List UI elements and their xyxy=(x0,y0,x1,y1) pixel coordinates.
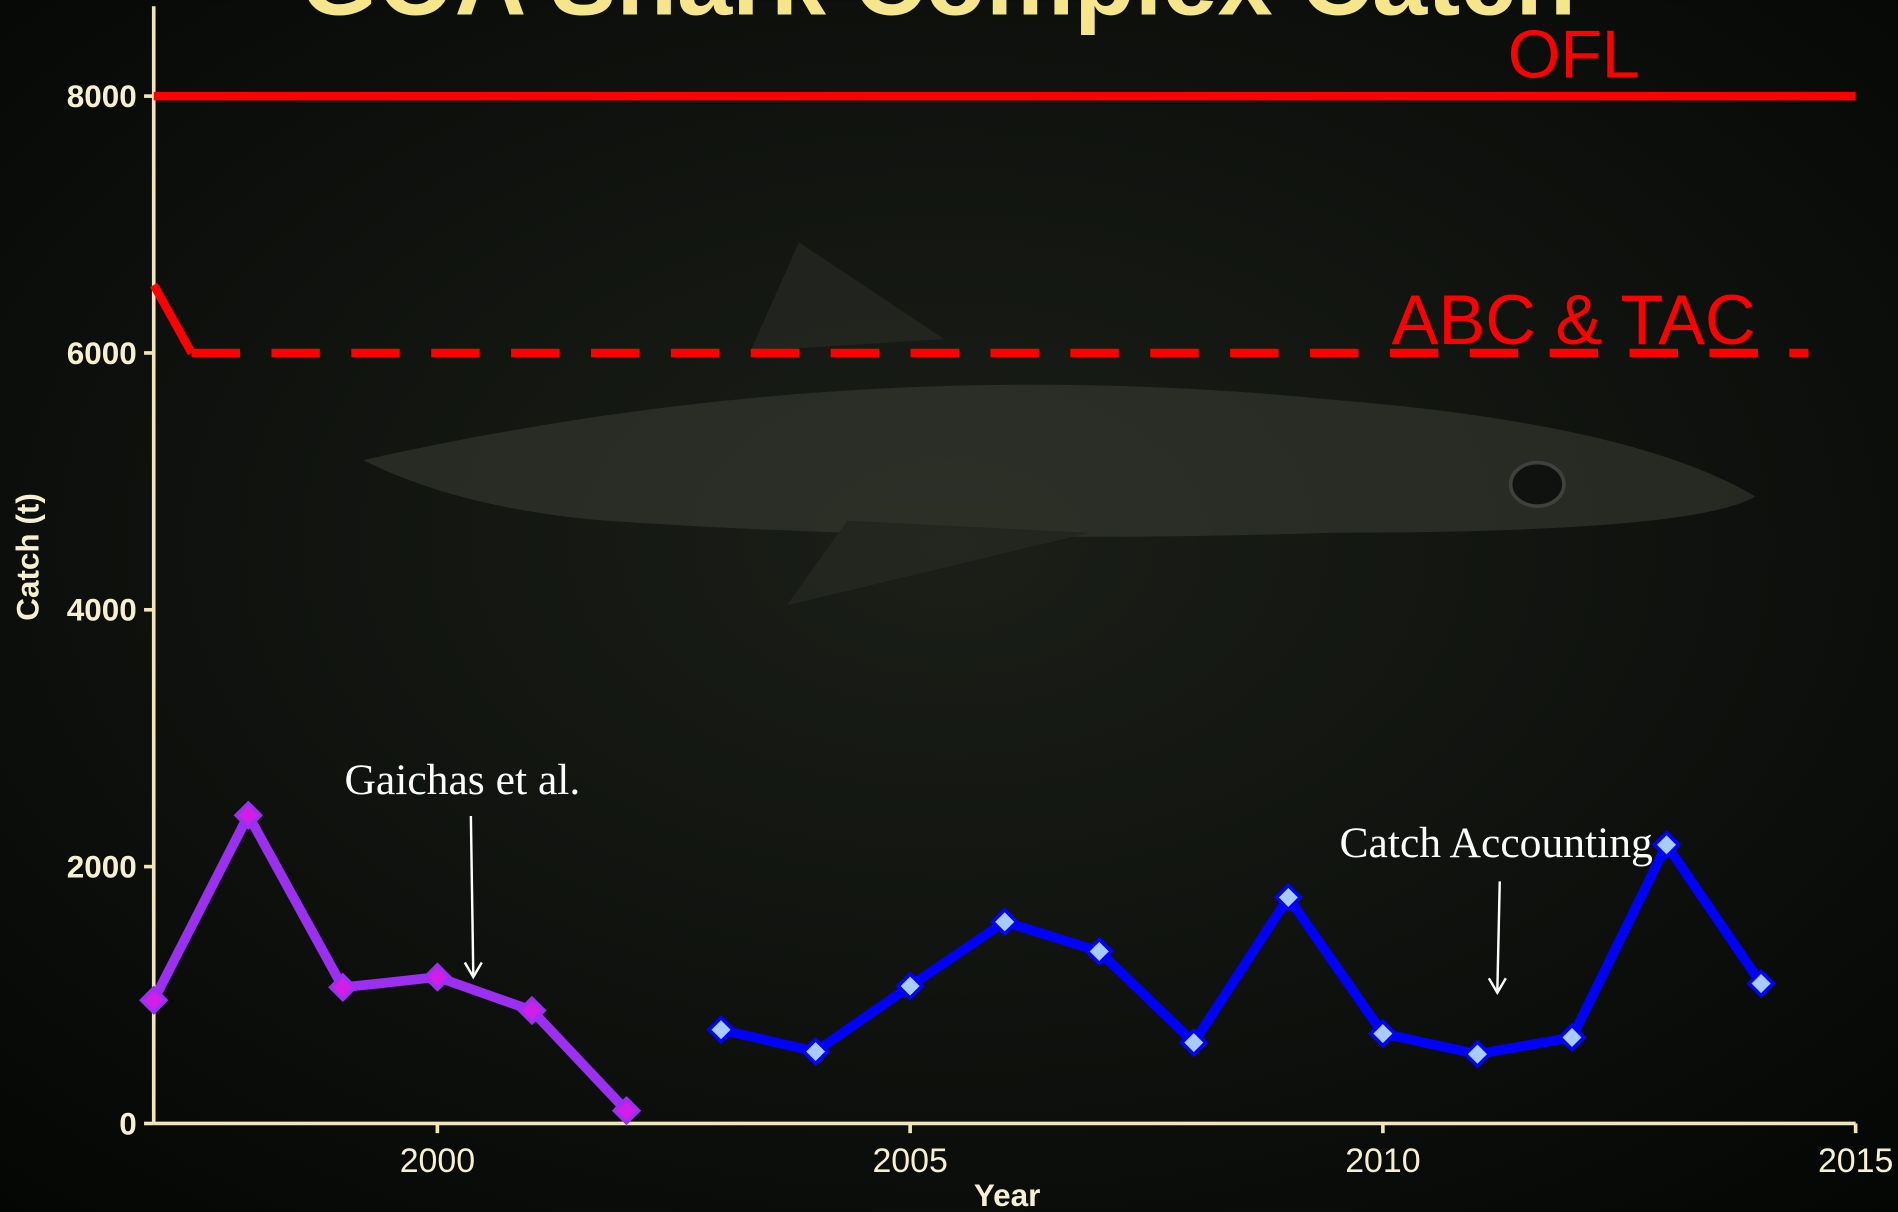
marker xyxy=(1462,1039,1493,1069)
marker xyxy=(895,971,925,1001)
y-axis-label: Catch (t) xyxy=(11,493,46,621)
annotation: Catch Accounting xyxy=(1339,819,1652,867)
x-tick-label: 2005 xyxy=(872,1142,947,1180)
y-tick-label: 0 xyxy=(119,1106,137,1141)
annotation-arrow xyxy=(469,815,475,975)
marker xyxy=(1651,830,1682,860)
series-label: OFL xyxy=(1508,18,1640,93)
marker xyxy=(800,1036,831,1067)
marker xyxy=(1084,936,1114,967)
marker xyxy=(328,972,358,1003)
x-axis-label: Year xyxy=(974,1178,1041,1212)
y-tick-label: 6000 xyxy=(67,336,137,371)
chart-title: GOA Shark Complex Catch xyxy=(300,0,1576,37)
y-tick-label: 4000 xyxy=(67,593,137,628)
marker xyxy=(706,1015,736,1045)
y-tick-label: 8000 xyxy=(67,79,137,114)
annotation: Gaichas et al. xyxy=(344,756,580,804)
marker xyxy=(1273,882,1304,913)
marker xyxy=(1179,1027,1209,1058)
marker xyxy=(1557,1022,1587,1053)
x-tick-label: 2015 xyxy=(1818,1142,1893,1180)
series-label: ABC & TAC xyxy=(1392,280,1756,359)
x-tick-label: 2010 xyxy=(1345,1142,1420,1180)
series-line xyxy=(149,810,631,1114)
annotation-arrow-head xyxy=(1487,977,1507,996)
annotation-arrow xyxy=(1496,881,1501,991)
series-line xyxy=(150,282,196,356)
y-tick-label: 2000 xyxy=(67,850,137,885)
marker xyxy=(139,985,169,1015)
marker xyxy=(990,907,1020,937)
series-line xyxy=(719,839,1766,1059)
marker xyxy=(611,1095,642,1126)
shark-image xyxy=(363,242,1756,606)
marker xyxy=(422,962,453,992)
annotation-arrow-head xyxy=(463,961,483,980)
marker xyxy=(1368,1018,1398,1049)
x-tick-label: 2000 xyxy=(400,1142,475,1180)
marker xyxy=(233,800,263,830)
marker xyxy=(1746,968,1776,999)
marker xyxy=(517,995,547,1026)
